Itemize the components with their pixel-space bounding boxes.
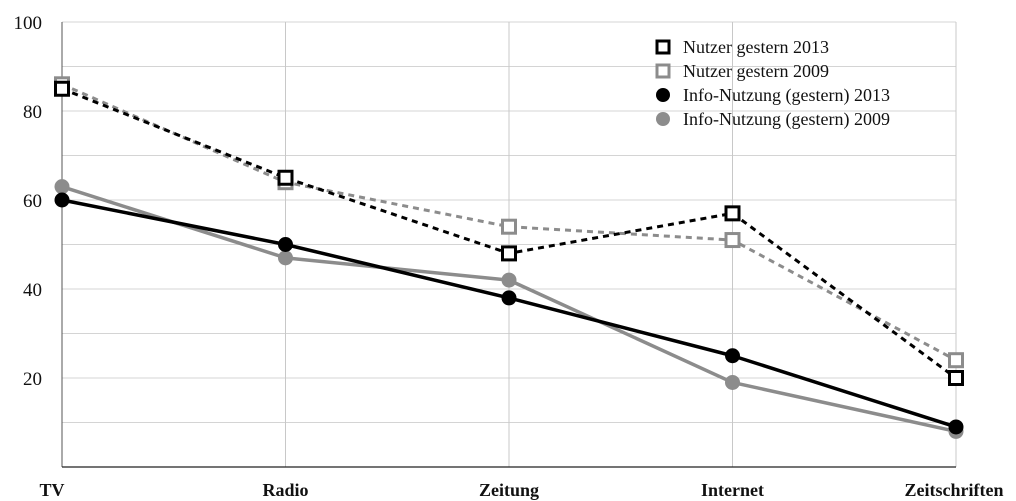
x-tick-label: Zeitschriften	[905, 480, 1004, 500]
legend-label: Nutzer gestern 2009	[683, 61, 829, 81]
x-tick-label: Zeitung	[479, 480, 539, 500]
y-tick-label: 40	[23, 280, 42, 301]
legend-label: Info-Nutzung (gestern) 2009	[683, 109, 890, 130]
y-tick-label: 100	[14, 13, 43, 34]
data-point-square	[948, 352, 964, 369]
legend-marker-square	[655, 63, 671, 79]
data-point-circle	[725, 374, 740, 390]
data-point-square	[501, 218, 517, 235]
legend-marker-square	[655, 39, 671, 55]
x-tick-label: TV	[39, 480, 64, 500]
data-point-circle	[278, 237, 293, 252]
data-point-circle	[54, 192, 70, 208]
axes: 20 40 60 80 100 TV Radio Zeitung Internet Zeitsch…	[14, 13, 1004, 500]
x-tick-label: Internet	[701, 480, 764, 500]
data-point-circle	[501, 290, 517, 306]
data-point-circle	[54, 179, 70, 195]
data-point-square	[724, 232, 741, 249]
legend: Nutzer gestern 2013 Nutzer gestern 2009 In…	[655, 37, 890, 130]
data-point-circle	[501, 272, 517, 288]
series-lines	[54, 76, 964, 439]
y-tick-label: 20	[23, 369, 42, 390]
data-point-square	[948, 370, 964, 386]
x-tick-label: Radio	[262, 480, 308, 500]
y-tick-label: 60	[23, 191, 42, 212]
legend-label: Nutzer gestern 2013	[683, 37, 829, 57]
data-point-square	[501, 245, 517, 262]
data-point-circle	[278, 250, 293, 266]
data-point-square	[54, 80, 70, 97]
legend-label: Info-Nutzung (gestern) 2013	[683, 85, 890, 106]
data-point-square	[277, 169, 294, 186]
data-point-circle	[725, 348, 740, 364]
y-tick-label: 80	[23, 102, 42, 123]
legend-marker-circle	[656, 88, 670, 102]
data-point-circle	[948, 419, 964, 435]
legend-marker-circle	[656, 112, 670, 126]
data-point-square	[724, 205, 741, 222]
